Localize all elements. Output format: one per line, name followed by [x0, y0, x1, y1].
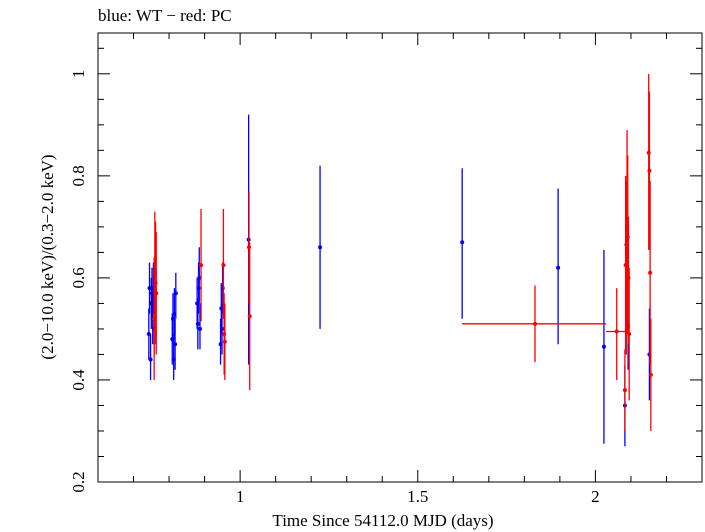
data-point	[626, 275, 631, 280]
data-point	[460, 240, 465, 245]
data-point	[622, 388, 627, 393]
x-tick-label: 1	[236, 487, 245, 506]
series-1	[152, 73, 653, 431]
y-tick-label: 0.2	[69, 471, 88, 492]
data-point	[222, 339, 227, 344]
data-point	[147, 286, 152, 291]
data-point	[625, 235, 630, 240]
data-point	[318, 245, 323, 250]
data-point	[173, 291, 178, 296]
data-point	[222, 332, 227, 337]
data-point	[614, 329, 619, 334]
data-point	[219, 326, 224, 331]
data-point	[601, 344, 606, 349]
plot-frame	[97, 32, 703, 483]
data-point	[646, 150, 651, 155]
x-tick-label: 1.5	[407, 487, 428, 506]
y-tick-label: 0.6	[69, 267, 88, 288]
data-point	[221, 263, 226, 268]
data-point	[195, 321, 200, 326]
data-point	[199, 263, 204, 268]
x-tick-label: 2	[591, 487, 600, 506]
data-point	[146, 332, 151, 337]
y-axis-label: (2.0−10.0 keV)/(0.3−2.0 keV)	[38, 154, 57, 359]
data-point	[648, 270, 653, 275]
data-point	[533, 321, 538, 326]
data-point	[647, 168, 652, 173]
data-point	[220, 286, 225, 291]
data-point	[153, 281, 158, 286]
data-point	[173, 342, 178, 347]
x-axis-label: Time Since 54112.0 MJD (days)	[272, 511, 493, 530]
data-point	[556, 265, 561, 270]
chart-title: blue: WT − red: PC	[98, 6, 232, 25]
y-axis-ticks: 0.2 0.4 0.6 0.8 1	[69, 47, 702, 493]
series-0	[146, 114, 652, 447]
data-point	[148, 357, 153, 362]
y-tick-label: 1	[69, 70, 88, 79]
data-point	[247, 245, 251, 250]
data-point	[247, 314, 252, 319]
data-point	[196, 286, 201, 291]
data-point	[648, 372, 653, 377]
data-point	[197, 326, 202, 331]
data-marks	[146, 73, 653, 447]
data-point	[197, 275, 202, 280]
data-point	[627, 332, 632, 337]
data-point	[154, 291, 159, 296]
y-tick-label: 0.8	[69, 165, 88, 186]
y-tick-label: 0.4	[69, 369, 88, 391]
x-axis-ticks: 1 1.5 2	[97, 33, 703, 506]
